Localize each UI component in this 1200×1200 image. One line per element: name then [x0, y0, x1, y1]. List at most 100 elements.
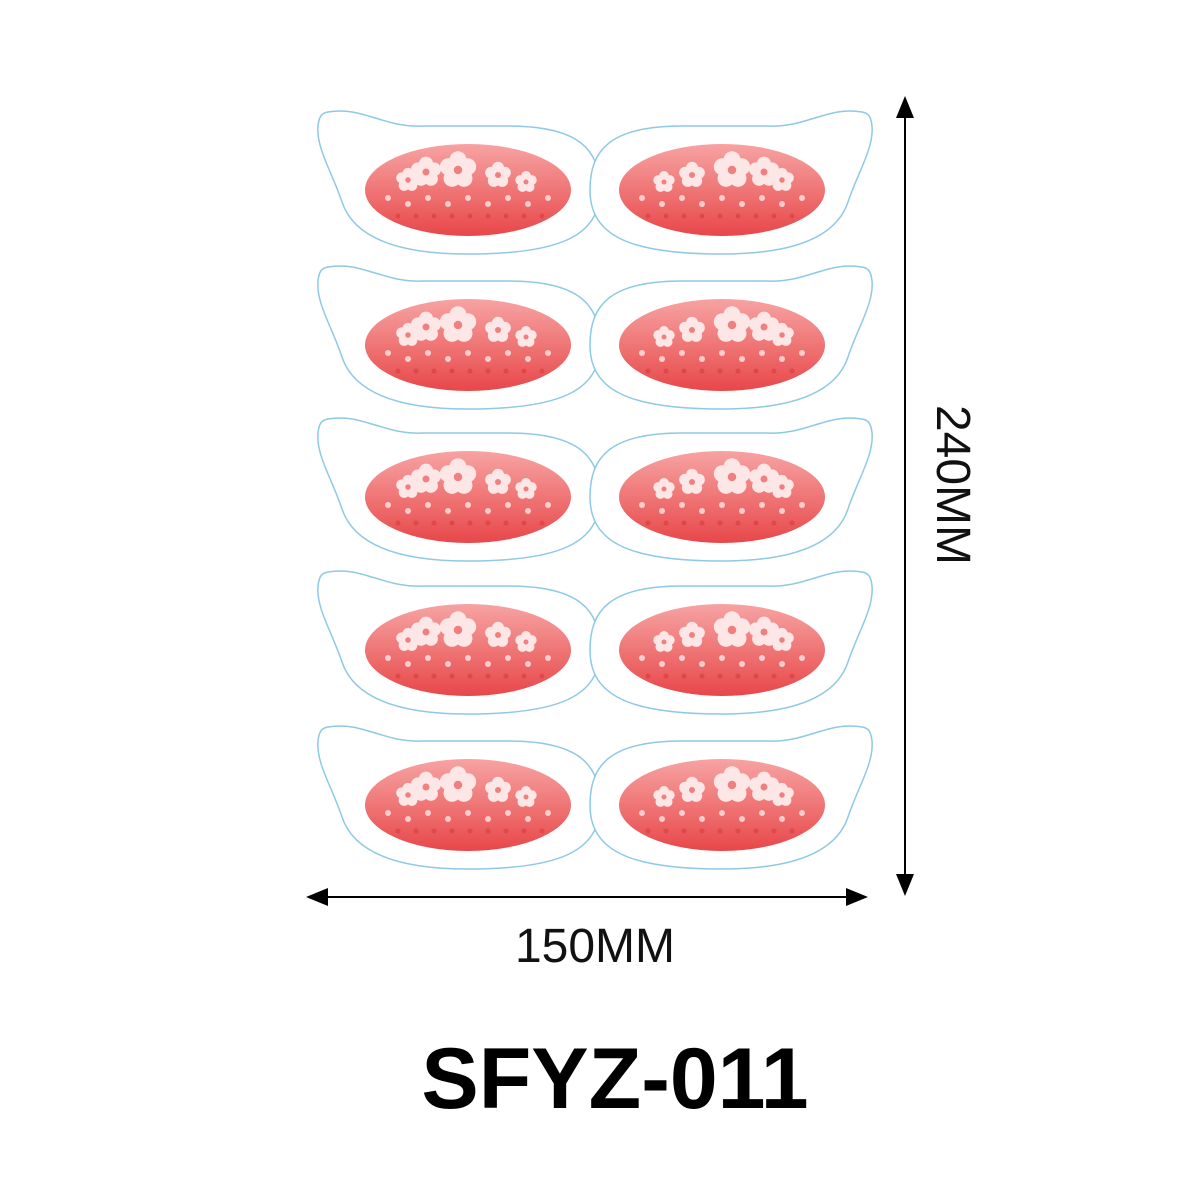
dot — [431, 520, 437, 526]
dot — [753, 828, 759, 834]
dot — [405, 201, 411, 207]
dot — [505, 655, 511, 661]
dot — [465, 502, 471, 508]
dot — [449, 828, 455, 834]
dot — [779, 356, 785, 362]
sticker — [317, 570, 601, 715]
dot — [799, 810, 805, 816]
dot — [681, 673, 687, 679]
dot — [465, 195, 471, 201]
dot — [699, 816, 705, 822]
dot — [405, 508, 411, 514]
dot — [799, 655, 805, 661]
dot — [539, 213, 545, 219]
stickers — [317, 110, 873, 870]
dot — [503, 520, 509, 526]
dot — [395, 828, 401, 834]
dot — [679, 195, 685, 201]
dot — [699, 201, 705, 207]
dot — [645, 673, 651, 679]
dot — [445, 356, 451, 362]
dot — [431, 673, 437, 679]
width-dimension: 150MM — [306, 888, 868, 973]
dot — [645, 520, 651, 526]
dot — [717, 828, 723, 834]
arrow-head — [896, 874, 914, 896]
dot — [395, 213, 401, 219]
dot — [449, 520, 455, 526]
dot — [759, 810, 765, 816]
dot — [771, 213, 777, 219]
dot — [681, 368, 687, 374]
dot — [521, 520, 527, 526]
dot — [425, 502, 431, 508]
dot — [789, 213, 795, 219]
dot — [505, 350, 511, 356]
dot — [465, 350, 471, 356]
dot — [545, 810, 551, 816]
dot — [659, 661, 665, 667]
dot — [753, 520, 759, 526]
dot — [413, 673, 419, 679]
dot — [771, 673, 777, 679]
dot — [413, 828, 419, 834]
dot — [503, 673, 509, 679]
dot — [719, 195, 725, 201]
gel-pad — [619, 299, 825, 391]
dot — [505, 502, 511, 508]
dot — [739, 356, 745, 362]
dot — [779, 816, 785, 822]
sticker — [589, 725, 873, 870]
dot — [789, 520, 795, 526]
dot — [659, 816, 665, 822]
dot — [539, 520, 545, 526]
dot — [799, 350, 805, 356]
dot — [679, 350, 685, 356]
dot — [659, 201, 665, 207]
dot — [739, 661, 745, 667]
dot — [779, 508, 785, 514]
dot — [525, 201, 531, 207]
dot — [699, 213, 705, 219]
gel-pad — [619, 604, 825, 696]
dot — [799, 502, 805, 508]
dot — [521, 368, 527, 374]
arrow-head — [846, 888, 868, 906]
dot — [663, 673, 669, 679]
dot — [485, 356, 491, 362]
dot — [717, 520, 723, 526]
dot — [485, 368, 491, 374]
dot — [663, 368, 669, 374]
dot — [467, 213, 473, 219]
height-dimension: 240MM — [896, 96, 979, 896]
dot — [465, 810, 471, 816]
dot — [639, 655, 645, 661]
gel-pad — [365, 451, 571, 543]
dot — [645, 213, 651, 219]
dot — [753, 213, 759, 219]
dot — [467, 673, 473, 679]
dot — [385, 810, 391, 816]
dot — [395, 368, 401, 374]
dot — [759, 502, 765, 508]
dot — [425, 810, 431, 816]
dot — [659, 356, 665, 362]
dot — [699, 520, 705, 526]
dot — [445, 661, 451, 667]
dot — [739, 816, 745, 822]
dot — [413, 368, 419, 374]
dot — [395, 673, 401, 679]
gel-pad — [619, 759, 825, 851]
dot — [425, 350, 431, 356]
dot — [699, 673, 705, 679]
dot — [425, 195, 431, 201]
dot — [465, 655, 471, 661]
dot — [385, 502, 391, 508]
dot — [545, 655, 551, 661]
sticker — [589, 417, 873, 562]
dot — [771, 520, 777, 526]
dot — [735, 520, 741, 526]
dot — [789, 828, 795, 834]
dot — [539, 368, 545, 374]
